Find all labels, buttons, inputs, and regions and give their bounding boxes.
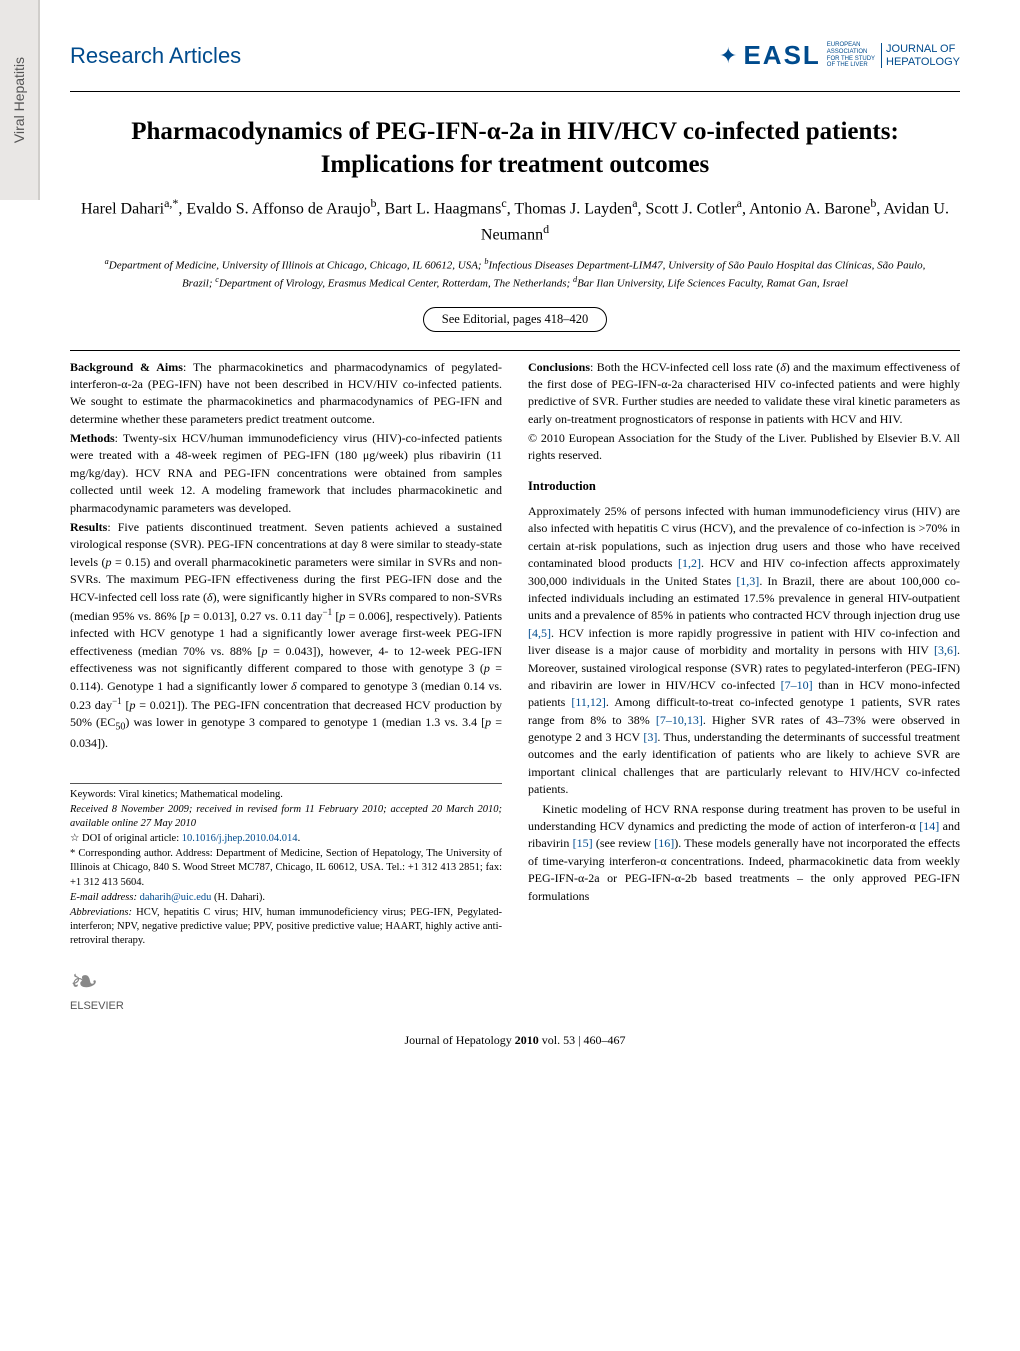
introduction-heading: Introduction <box>528 477 960 495</box>
page-content: Research Articles ✦ EASL EUROPEANASSOCIA… <box>70 40 960 1048</box>
easl-subtitle: EUROPEANASSOCIATIONFOR THE STUDYOF THE L… <box>827 42 875 68</box>
received-line: Received 8 November 2009; received in re… <box>70 803 502 831</box>
rule-top <box>70 91 960 92</box>
doi-link[interactable]: 10.1016/j.jhep.2010.04.014 <box>182 833 298 844</box>
abbrev-line: Abbreviations: HCV, hepatitis C virus; H… <box>70 906 502 949</box>
corresponding-line: * Corresponding author. Address: Departm… <box>70 847 502 890</box>
authors: Harel Daharia,*, Evaldo S. Affonso de Ar… <box>70 195 960 246</box>
editorial-pill[interactable]: See Editorial, pages 418–420 <box>423 307 608 332</box>
journal-name: JOURNAL OF HEPATOLOGY <box>881 43 960 67</box>
introduction-p2: Kinetic modeling of HCV RNA response dur… <box>528 801 960 905</box>
elsevier-tree-icon: ❧ <box>70 965 502 999</box>
easl-icon: ✦ <box>719 43 737 69</box>
abstract-block-right: Conclusions: Both the HCV-infected cell … <box>528 359 960 465</box>
abstract-methods: Methods: Twenty-six HCV/human immunodefi… <box>70 430 502 517</box>
abstract-copyright: © 2010 European Association for the Stud… <box>528 430 960 465</box>
elsevier-logo: ❧ ELSEVIER <box>70 965 502 1014</box>
abbrev-text: HCV, hepatitis C virus; HIV, human immun… <box>70 907 502 946</box>
email-link[interactable]: daharih@uic.edu <box>140 892 212 903</box>
easl-text: EASL <box>743 40 820 71</box>
keywords-footnotes: Keywords: Viral kinetics; Mathematical m… <box>70 783 502 1014</box>
abstract-block: Background & Aims: The pharmacokinetics … <box>70 359 502 753</box>
rule-mid <box>70 350 960 351</box>
doi-line: ☆ DOI of original article: 10.1016/j.jhe… <box>70 832 502 846</box>
abstract-results: Results: Five patients discontinued trea… <box>70 519 502 753</box>
section-label: Research Articles <box>70 43 241 69</box>
two-column-body: Background & Aims: The pharmacokinetics … <box>70 359 960 1014</box>
right-column: Conclusions: Both the HCV-infected cell … <box>528 359 960 1014</box>
keywords-line: Keywords: Viral kinetics; Mathematical m… <box>70 788 502 802</box>
left-column: Background & Aims: The pharmacokinetics … <box>70 359 502 1014</box>
abstract-conclusions: Conclusions: Both the HCV-infected cell … <box>528 359 960 429</box>
footer-citation: Journal of Hepatology 2010 vol. 53 | 460… <box>70 1033 960 1048</box>
editorial-link-box: See Editorial, pages 418–420 <box>70 307 960 332</box>
introduction-p1: Approximately 25% of persons infected wi… <box>528 503 960 799</box>
article-title: Pharmacodynamics of PEG-IFN-α-2a in HIV/… <box>70 116 960 181</box>
side-tab: Viral Hepatitis <box>0 0 40 200</box>
abstract-background: Background & Aims: The pharmacokinetics … <box>70 359 502 429</box>
side-tab-label: Viral Hepatitis <box>11 57 27 143</box>
affiliations: aDepartment of Medicine, University of I… <box>70 256 960 292</box>
journal-logo: ✦ EASL EUROPEANASSOCIATIONFOR THE STUDYO… <box>719 40 960 71</box>
elsevier-text: ELSEVIER <box>70 999 502 1014</box>
email-line: E-mail address: daharih@uic.edu (H. Daha… <box>70 891 502 905</box>
footnote-rule <box>70 783 502 784</box>
header-row: Research Articles ✦ EASL EUROPEANASSOCIA… <box>70 40 960 71</box>
